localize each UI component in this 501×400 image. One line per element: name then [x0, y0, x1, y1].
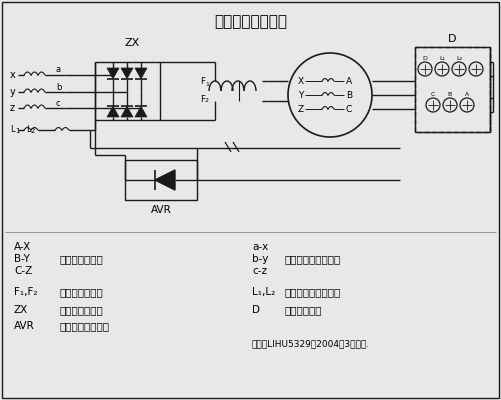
Polygon shape — [121, 106, 133, 117]
Text: AVR: AVR — [151, 205, 171, 215]
Text: a-x: a-x — [252, 242, 268, 252]
Bar — [95, 62, 160, 120]
Text: C: C — [431, 92, 435, 98]
Text: A: A — [465, 92, 469, 98]
Polygon shape — [107, 68, 119, 79]
Text: 1: 1 — [15, 128, 20, 134]
Text: c-z: c-z — [252, 266, 267, 276]
Text: D: D — [422, 56, 427, 62]
Text: 交流励磁机电枢绕组: 交流励磁机电枢绕组 — [285, 254, 341, 264]
Text: 旋转硅整流元件: 旋转硅整流元件 — [60, 305, 104, 315]
Text: ZX: ZX — [14, 305, 28, 315]
Text: 2: 2 — [205, 98, 209, 104]
Text: L₁: L₁ — [439, 56, 445, 62]
Text: B: B — [448, 92, 452, 98]
Text: B: B — [346, 90, 352, 100]
Polygon shape — [121, 68, 133, 79]
Text: b-y: b-y — [252, 254, 269, 264]
Text: 无刷发电机接线图: 无刷发电机接线图 — [214, 14, 288, 29]
Text: D: D — [252, 305, 260, 315]
Text: c: c — [56, 98, 61, 108]
Text: L₁,L₂: L₁,L₂ — [252, 287, 275, 297]
Polygon shape — [135, 106, 147, 117]
Text: 此图为LIHU5329于2004年3月整理.: 此图为LIHU5329于2004年3月整理. — [252, 340, 370, 348]
Text: B-Y: B-Y — [14, 254, 30, 264]
Text: AVR: AVR — [14, 321, 35, 331]
Text: L: L — [10, 126, 15, 134]
Text: 发电机磁场绕组: 发电机磁场绕组 — [60, 287, 104, 297]
Text: A-X: A-X — [14, 242, 31, 252]
Text: F: F — [200, 94, 205, 104]
Text: z: z — [10, 103, 15, 113]
Text: y: y — [10, 87, 16, 97]
Text: Y: Y — [298, 90, 304, 100]
Text: L: L — [26, 126, 31, 134]
Polygon shape — [135, 68, 147, 79]
Text: D: D — [448, 34, 456, 44]
Text: 发电机接线板: 发电机接线板 — [285, 305, 323, 315]
Polygon shape — [107, 106, 119, 117]
Text: F₁,F₂: F₁,F₂ — [14, 287, 38, 297]
Bar — [125, 160, 197, 200]
Text: L₂: L₂ — [456, 56, 462, 62]
Polygon shape — [155, 170, 175, 190]
Text: C: C — [346, 104, 352, 114]
Text: F: F — [200, 78, 205, 86]
Bar — [415, 47, 490, 132]
Bar — [415, 47, 490, 132]
Text: 发电机电枢绕组: 发电机电枢绕组 — [60, 254, 104, 264]
Text: 可控硅励磁调节器: 可控硅励磁调节器 — [60, 321, 110, 331]
Text: a: a — [56, 66, 61, 74]
Text: X: X — [298, 76, 304, 86]
Text: 交流励磁机磁场绕组: 交流励磁机磁场绕组 — [285, 287, 341, 297]
Text: x: x — [10, 70, 16, 80]
Text: 1: 1 — [205, 82, 209, 86]
Text: b: b — [56, 82, 62, 92]
Text: C-Z: C-Z — [14, 266, 32, 276]
Text: Z: Z — [298, 104, 304, 114]
Text: 2: 2 — [31, 128, 36, 134]
Text: A: A — [346, 76, 352, 86]
Text: ZX: ZX — [124, 38, 140, 48]
